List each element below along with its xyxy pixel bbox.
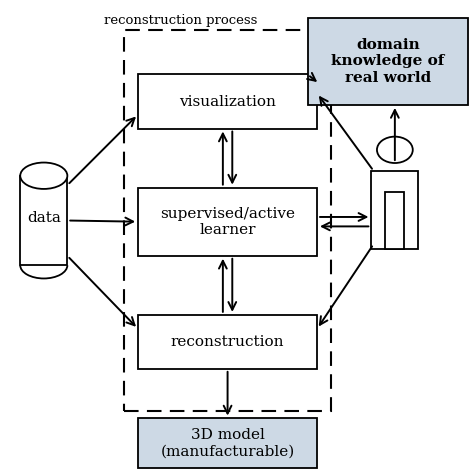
FancyBboxPatch shape bbox=[20, 176, 67, 265]
FancyBboxPatch shape bbox=[371, 171, 419, 249]
FancyBboxPatch shape bbox=[138, 315, 317, 369]
Text: supervised/active
learner: supervised/active learner bbox=[160, 207, 295, 237]
Text: domain
knowledge of
real world: domain knowledge of real world bbox=[331, 38, 445, 85]
Ellipse shape bbox=[20, 163, 67, 189]
FancyBboxPatch shape bbox=[138, 74, 317, 128]
Ellipse shape bbox=[377, 137, 413, 163]
Text: reconstruction: reconstruction bbox=[171, 335, 284, 349]
FancyBboxPatch shape bbox=[138, 188, 317, 256]
Text: data: data bbox=[27, 211, 61, 225]
Text: visualization: visualization bbox=[179, 94, 276, 109]
Text: reconstruction process: reconstruction process bbox=[104, 14, 257, 27]
FancyBboxPatch shape bbox=[138, 419, 317, 468]
FancyBboxPatch shape bbox=[385, 192, 404, 249]
Text: 3D model
(manufacturable): 3D model (manufacturable) bbox=[161, 428, 295, 458]
FancyBboxPatch shape bbox=[308, 18, 468, 105]
